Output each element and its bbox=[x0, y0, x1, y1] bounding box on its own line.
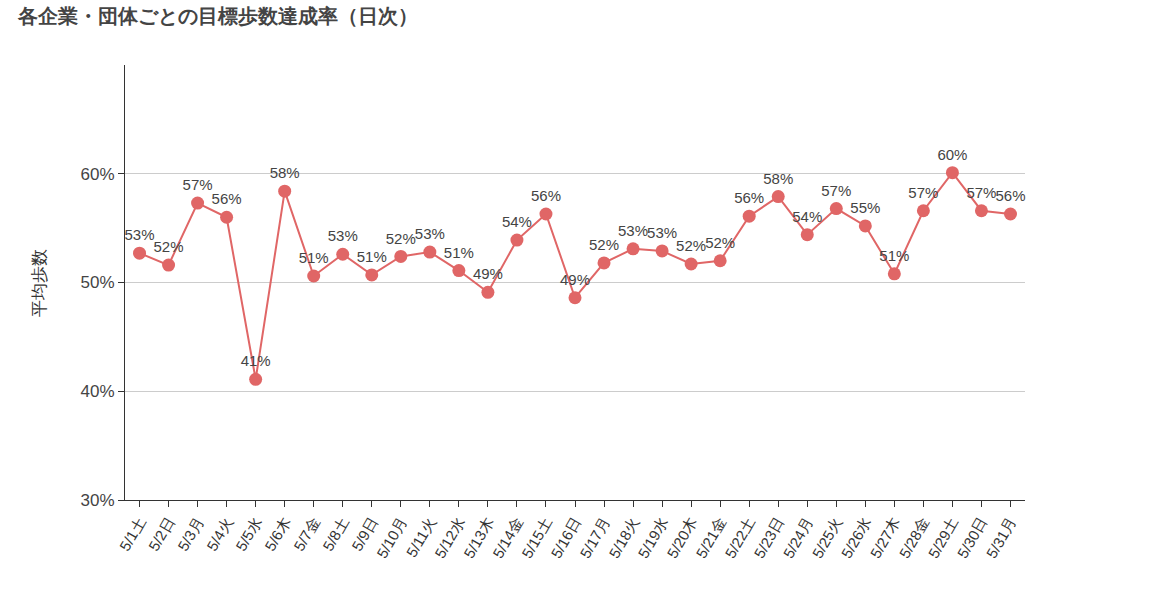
svg-text:5/28金: 5/28金 bbox=[896, 514, 933, 561]
svg-text:5/26水: 5/26水 bbox=[838, 514, 875, 561]
svg-text:57%: 57% bbox=[183, 176, 213, 193]
svg-text:57%: 57% bbox=[966, 184, 996, 201]
svg-text:5/8土: 5/8土 bbox=[319, 514, 352, 554]
svg-text:52%: 52% bbox=[705, 234, 735, 251]
svg-text:5/27木: 5/27木 bbox=[867, 514, 904, 561]
svg-text:57%: 57% bbox=[821, 182, 851, 199]
svg-text:5/19水: 5/19水 bbox=[634, 514, 671, 561]
svg-text:5/10月: 5/10月 bbox=[373, 514, 410, 561]
svg-text:5/31月: 5/31月 bbox=[983, 514, 1020, 561]
svg-text:5/2日: 5/2日 bbox=[145, 514, 178, 554]
svg-text:5/7金: 5/7金 bbox=[290, 514, 323, 554]
svg-text:49%: 49% bbox=[560, 271, 590, 288]
svg-text:5/16日: 5/16日 bbox=[547, 514, 584, 561]
svg-text:5/30日: 5/30日 bbox=[954, 514, 991, 561]
svg-text:5/21金: 5/21金 bbox=[692, 514, 729, 561]
svg-text:60%: 60% bbox=[937, 146, 967, 163]
svg-text:5/22土: 5/22土 bbox=[721, 514, 758, 561]
svg-text:52%: 52% bbox=[386, 230, 416, 247]
svg-text:51%: 51% bbox=[357, 248, 387, 265]
svg-text:56%: 56% bbox=[212, 190, 242, 207]
svg-text:54%: 54% bbox=[502, 213, 532, 230]
svg-text:50%: 50% bbox=[81, 273, 115, 292]
svg-text:5/15土: 5/15土 bbox=[518, 514, 555, 561]
svg-text:5/25火: 5/25火 bbox=[809, 514, 846, 561]
svg-text:56%: 56% bbox=[734, 189, 764, 206]
svg-text:53%: 53% bbox=[415, 225, 445, 242]
svg-text:53%: 53% bbox=[618, 222, 648, 239]
svg-text:54%: 54% bbox=[792, 208, 822, 225]
svg-text:5/11火: 5/11火 bbox=[403, 514, 439, 560]
svg-text:5/6木: 5/6木 bbox=[261, 514, 294, 554]
svg-text:各企業・団体ごとの目標歩数達成率（日次）: 各企業・団体ごとの目標歩数達成率（日次） bbox=[17, 5, 418, 27]
svg-text:5/4火: 5/4火 bbox=[203, 514, 236, 554]
svg-text:58%: 58% bbox=[270, 164, 300, 181]
svg-text:平均歩数: 平均歩数 bbox=[30, 249, 49, 317]
svg-text:5/3月: 5/3月 bbox=[174, 514, 207, 554]
svg-text:53%: 53% bbox=[647, 224, 677, 241]
svg-text:5/12水: 5/12水 bbox=[431, 514, 468, 561]
svg-text:5/18火: 5/18火 bbox=[605, 514, 642, 561]
svg-text:52%: 52% bbox=[589, 236, 619, 253]
svg-text:5/5水: 5/5水 bbox=[232, 514, 265, 554]
svg-text:51%: 51% bbox=[879, 247, 909, 264]
svg-text:53%: 53% bbox=[125, 226, 155, 243]
svg-text:52%: 52% bbox=[154, 238, 184, 255]
svg-text:5/14金: 5/14金 bbox=[489, 514, 526, 561]
svg-text:5/29土: 5/29土 bbox=[925, 514, 962, 561]
svg-text:40%: 40% bbox=[81, 382, 115, 401]
svg-text:51%: 51% bbox=[299, 249, 329, 266]
svg-text:5/23日: 5/23日 bbox=[750, 514, 787, 561]
svg-text:58%: 58% bbox=[763, 170, 793, 187]
svg-text:5/9日: 5/9日 bbox=[348, 514, 381, 554]
svg-text:5/13木: 5/13木 bbox=[460, 514, 497, 561]
svg-text:5/1土: 5/1土 bbox=[116, 514, 149, 554]
svg-text:56%: 56% bbox=[995, 187, 1025, 204]
svg-text:5/20木: 5/20木 bbox=[663, 514, 700, 561]
svg-text:52%: 52% bbox=[676, 237, 706, 254]
svg-text:41%: 41% bbox=[241, 352, 271, 369]
svg-text:5/24月: 5/24月 bbox=[780, 514, 817, 561]
svg-text:53%: 53% bbox=[328, 227, 358, 244]
svg-text:55%: 55% bbox=[850, 199, 880, 216]
svg-text:49%: 49% bbox=[473, 265, 503, 282]
svg-text:5/17月: 5/17月 bbox=[576, 514, 613, 561]
svg-text:57%: 57% bbox=[908, 184, 938, 201]
svg-text:56%: 56% bbox=[531, 187, 561, 204]
svg-text:30%: 30% bbox=[81, 491, 115, 510]
svg-text:51%: 51% bbox=[444, 244, 474, 261]
svg-text:60%: 60% bbox=[81, 165, 115, 184]
